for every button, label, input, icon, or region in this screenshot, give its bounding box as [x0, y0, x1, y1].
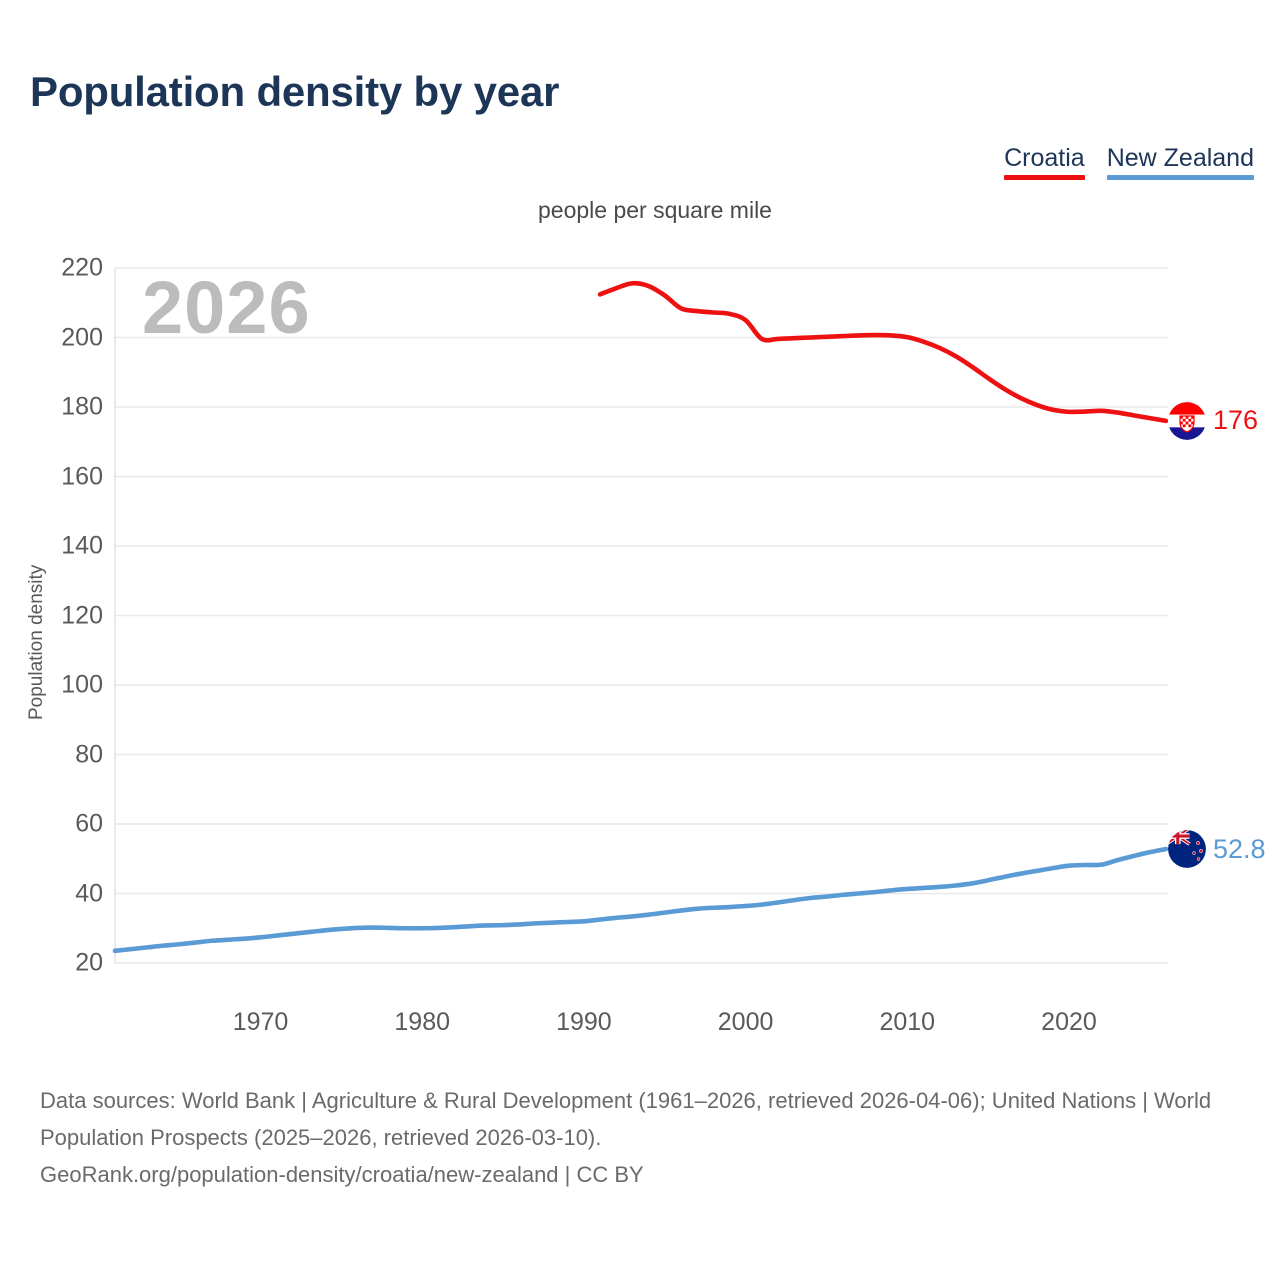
legend-item-new-zealand[interactable]: New Zealand	[1106, 144, 1254, 180]
y-tick-label: 220	[61, 253, 103, 282]
y-tick-label: 160	[61, 462, 103, 490]
y-tick-label: 140	[61, 531, 103, 560]
series-lines	[112, 280, 1169, 954]
end-value-croatia: 176	[1213, 405, 1259, 436]
x-tick-label: 1980	[394, 1008, 451, 1036]
page-title: Population density by year	[30, 68, 560, 115]
x-tick-label: 1970	[232, 1008, 289, 1036]
legend-swatch-new-zealand	[1106, 175, 1254, 180]
footer-sources: Data sources: World Bank | Agriculture &…	[40, 1082, 1255, 1193]
legend-label-croatia: Croatia	[1004, 144, 1085, 172]
y-tick-label: 200	[61, 323, 103, 351]
legend-item-croatia[interactable]: Croatia	[1004, 144, 1085, 180]
year-watermark: 2026	[142, 266, 311, 349]
series-line-croatia	[597, 280, 1169, 424]
legend-label-new-zealand: New Zealand	[1106, 144, 1254, 172]
legend-swatch-croatia	[1004, 175, 1085, 180]
y-tick-label: 80	[75, 740, 103, 768]
footer-line-1: Data sources: World Bank | Agriculture &…	[40, 1088, 1212, 1150]
x-tick-label: 1990	[556, 1008, 612, 1036]
end-value-new-zealand: 52.8	[1213, 833, 1266, 864]
y-tick-label: 100	[61, 670, 103, 699]
new-zealand-flag-icon	[1168, 830, 1206, 869]
x-tick-label: 2020	[1041, 1008, 1097, 1036]
plot-svg	[112, 267, 1169, 964]
y-tick-label: 20	[75, 948, 103, 977]
end-marker-new-zealand[interactable]: 52.8	[1168, 830, 1266, 869]
footer-line-2: GeoRank.org/population-density/croatia/n…	[40, 1162, 644, 1187]
end-marker-croatia[interactable]: 176	[1168, 401, 1259, 440]
x-tick-label: 2000	[717, 1008, 774, 1036]
plot-area: Population density 2026 20 40 60 80 100 120 14…	[26, 253, 1266, 1037]
y-tick-label: 180	[61, 392, 103, 421]
series-line-new-zealand	[112, 846, 1169, 954]
chart-legend: Croatia New Zealand	[1004, 144, 1254, 180]
chart-subtitle: people per square mile	[538, 197, 772, 223]
y-tick-label: 120	[61, 601, 103, 629]
y-tick-label: 40	[75, 879, 103, 907]
y-tick-label: 60	[75, 809, 103, 838]
croatia-flag-icon	[1168, 401, 1206, 440]
gridlines	[114, 267, 1168, 964]
x-tick-label: 2010	[879, 1008, 936, 1036]
